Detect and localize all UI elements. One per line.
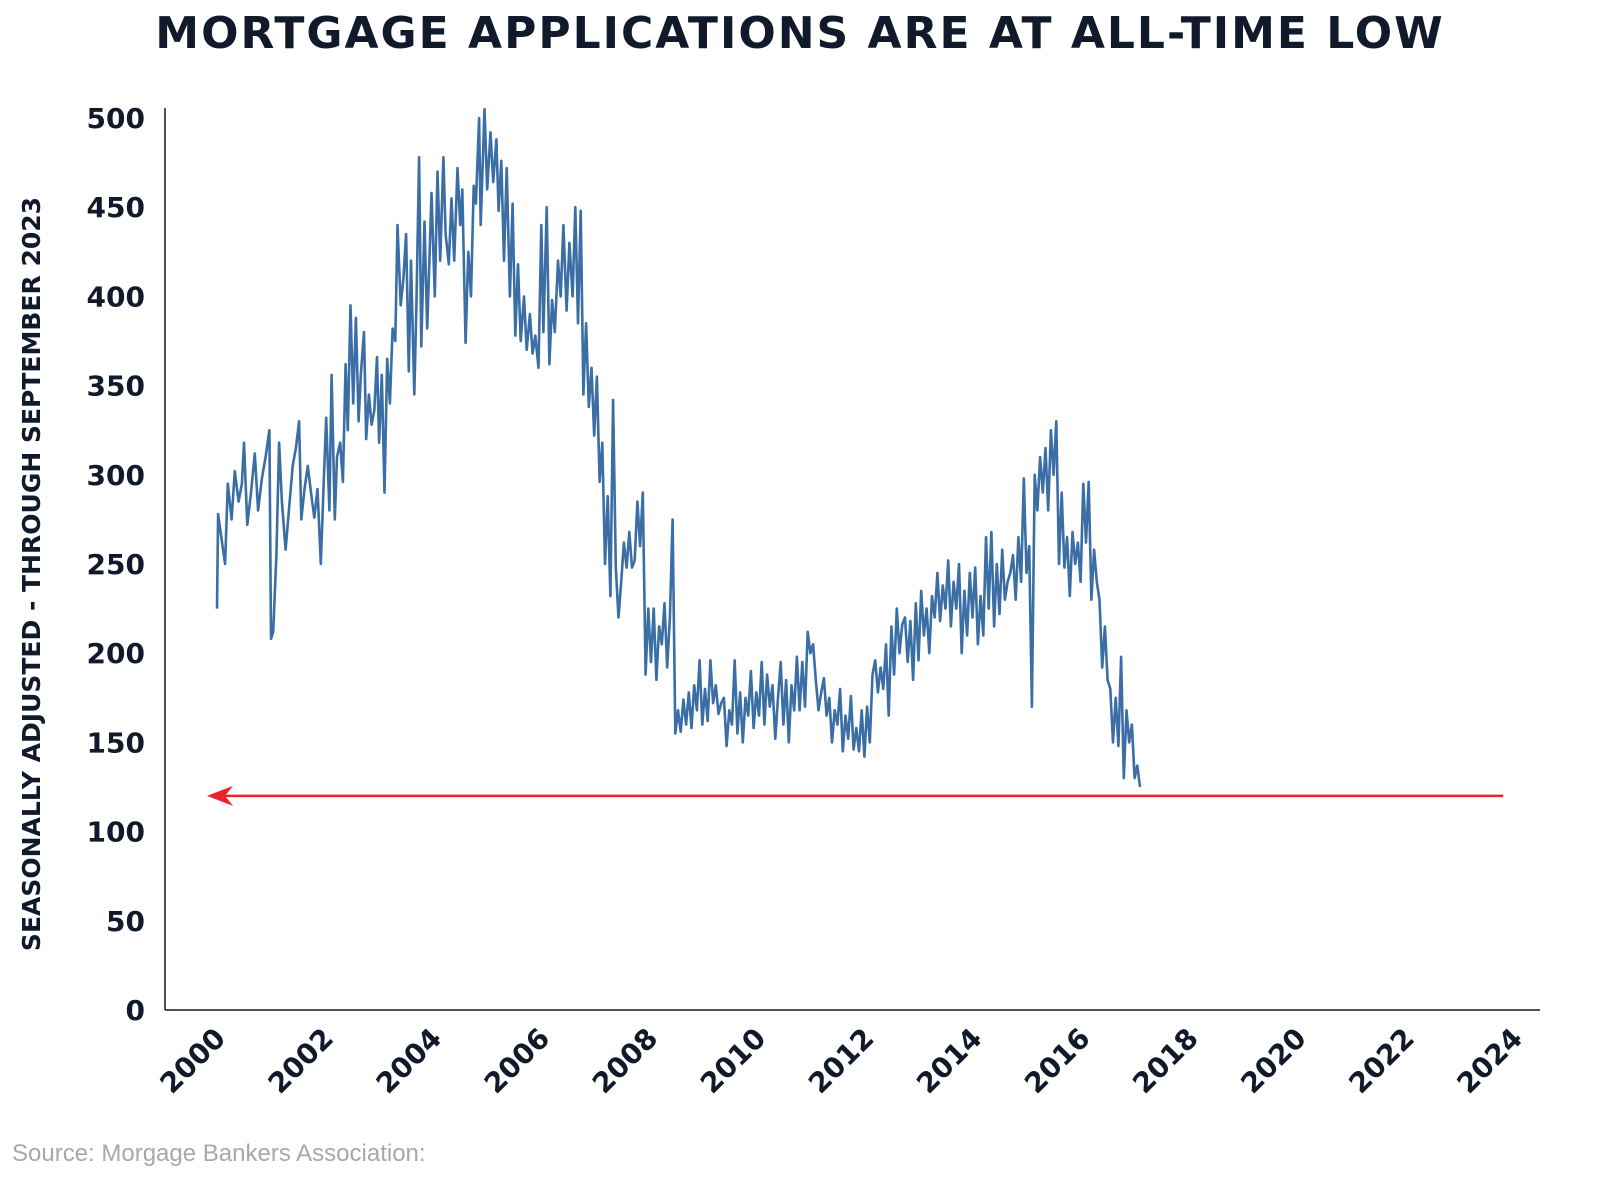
x-tick-label: 2024	[1451, 1022, 1529, 1100]
x-tick-label: 2016	[1018, 1022, 1096, 1100]
y-tick-label: 100	[87, 816, 145, 849]
chart-title: MORTGAGE APPLICATIONS ARE AT ALL-TIME LO…	[155, 8, 1445, 59]
y-tick-label: 400	[87, 280, 145, 313]
y-tick-label: 500	[87, 102, 145, 135]
y-axis-ticks: 0 50 100 150 200 250 300 350 400 450 500	[87, 102, 145, 1027]
y-tick-label: 0	[126, 994, 145, 1027]
x-axis-ticks: 2000 2002 2004 2006 2008 2010 2012 2014 2016 2018…	[154, 1022, 1529, 1100]
y-tick-label: 350	[87, 370, 145, 403]
y-tick-label: 200	[87, 637, 145, 670]
x-tick-label: 2012	[802, 1022, 880, 1100]
x-tick-label: 2008	[586, 1022, 664, 1100]
x-tick-label: 2002	[262, 1022, 340, 1100]
series-line	[215, 107, 1142, 788]
x-tick-label: 2004	[370, 1022, 448, 1100]
x-tick-label: 2022	[1342, 1022, 1420, 1100]
y-tick-label: 150	[87, 726, 145, 759]
x-tick-label: 2014	[910, 1022, 988, 1100]
y-tick-label: 450	[87, 191, 145, 224]
y-axis-label: SEASONALLY ADJUSTED - THROUGH SEPTEMBER …	[17, 197, 46, 951]
x-tick-label: 2006	[478, 1022, 556, 1100]
x-tick-label: 2020	[1234, 1022, 1312, 1100]
y-tick-label: 300	[87, 459, 145, 492]
x-tick-label: 2018	[1126, 1022, 1204, 1100]
x-tick-label: 2010	[694, 1022, 772, 1100]
y-tick-label: 50	[106, 905, 145, 938]
source-note: Source: Morgage Bankers Association:	[12, 1140, 426, 1167]
y-tick-label: 250	[87, 548, 145, 581]
arrow-head	[207, 785, 233, 806]
x-tick-label: 2000	[154, 1022, 232, 1100]
low-level-arrow	[207, 785, 1504, 806]
